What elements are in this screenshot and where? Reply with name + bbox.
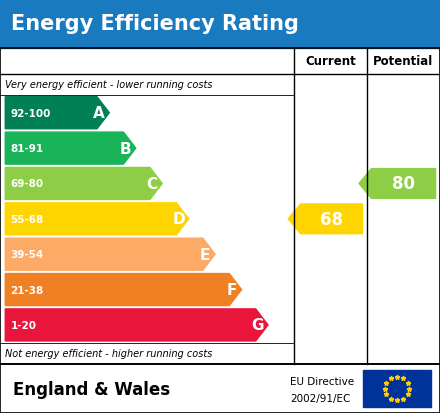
Text: E: E: [200, 247, 210, 262]
Text: Not energy efficient - higher running costs: Not energy efficient - higher running co…: [5, 349, 213, 358]
Text: Energy Efficiency Rating: Energy Efficiency Rating: [11, 14, 299, 34]
Text: C: C: [147, 176, 158, 192]
Text: 2002/91/EC: 2002/91/EC: [290, 394, 351, 404]
Polygon shape: [5, 168, 162, 200]
Text: 1-20: 1-20: [11, 320, 37, 330]
Polygon shape: [5, 239, 215, 271]
Bar: [0, 364, 440, 413]
Polygon shape: [5, 274, 242, 306]
Text: 69-80: 69-80: [11, 179, 44, 189]
Text: 92-100: 92-100: [11, 109, 51, 119]
Text: F: F: [226, 282, 237, 297]
Bar: [0, 49, 440, 364]
Text: G: G: [252, 318, 264, 332]
Bar: [363, 370, 431, 407]
Text: Very energy efficient - lower running costs: Very energy efficient - lower running co…: [5, 80, 213, 90]
Polygon shape: [5, 203, 189, 235]
Text: 55-68: 55-68: [11, 214, 44, 224]
Text: 21-38: 21-38: [11, 285, 44, 295]
Text: 68: 68: [320, 210, 343, 228]
Text: EU Directive: EU Directive: [290, 376, 355, 386]
Bar: [0, 0, 440, 49]
Text: Current: Current: [305, 55, 356, 68]
Text: 39-54: 39-54: [11, 249, 44, 260]
Text: B: B: [120, 141, 132, 156]
Text: Potential: Potential: [374, 55, 433, 68]
Polygon shape: [288, 204, 363, 234]
Text: 80: 80: [392, 175, 415, 193]
Text: A: A: [93, 106, 105, 121]
Polygon shape: [5, 97, 109, 129]
Polygon shape: [5, 133, 136, 165]
Text: D: D: [172, 212, 185, 227]
Text: England & Wales: England & Wales: [13, 380, 170, 398]
Polygon shape: [5, 309, 268, 341]
Text: 81-91: 81-91: [11, 144, 44, 154]
Polygon shape: [359, 169, 436, 199]
